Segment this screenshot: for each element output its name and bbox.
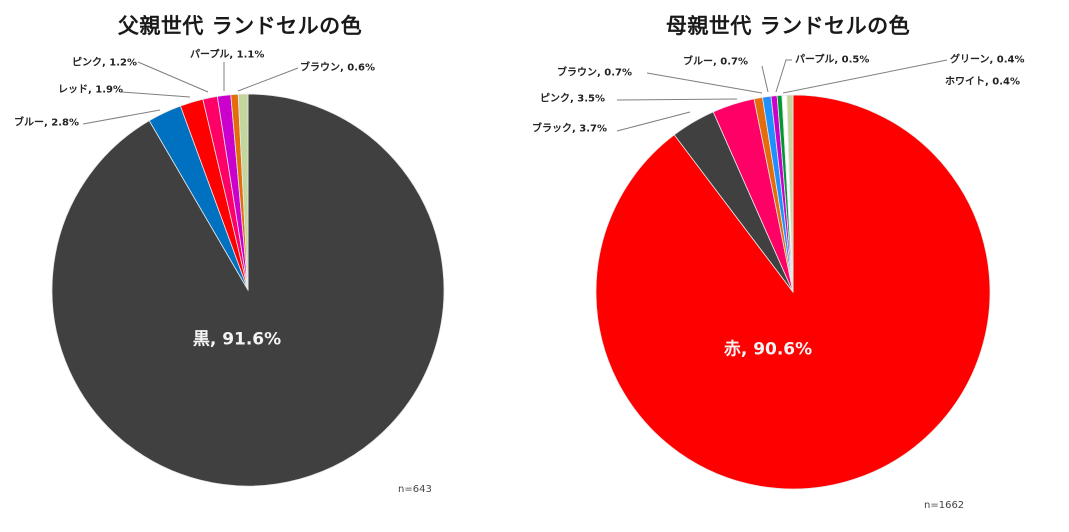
label-brown: ブラウン, 0.6%: [300, 62, 376, 74]
leader-line: [775, 59, 792, 93]
pie-slice: [237, 93, 249, 291]
sample-size: n=1662: [924, 500, 965, 511]
label-blue: ブルー, 0.7%: [683, 56, 749, 68]
label-white: ホワイト, 0.4%: [945, 76, 1021, 88]
label-brown: ブラウン, 0.7%: [557, 67, 633, 79]
label-pink: ピンク, 3.5%: [540, 93, 606, 105]
leader-line: [137, 61, 209, 93]
father-generation-chart: 父親世代 ランドセルの色 ピンク, 1.2% パープル, 1.1% ブラウン, …: [0, 0, 534, 532]
label-red: レッド, 1.9%: [58, 84, 124, 96]
label-blue: ブルー, 2.8%: [14, 117, 80, 129]
leader-line: [82, 109, 161, 125]
sample-size: n=643: [398, 484, 432, 495]
center-label: 黒, 91.6%: [192, 329, 282, 350]
label-pink: ピンク, 1.2%: [72, 57, 138, 69]
leader-line: [646, 72, 763, 94]
label-green: グリーン, 0.4%: [950, 54, 1025, 66]
leader-line: [782, 59, 948, 94]
leader-line: [121, 91, 191, 98]
label-purple: パープル, 0.5%: [795, 54, 870, 66]
mother-pie: [595, 59, 991, 490]
pie-slice: [786, 94, 794, 293]
father-pie: [51, 61, 445, 487]
label-black: ブラック, 3.7%: [532, 123, 608, 135]
center-label: 赤, 90.6%: [723, 339, 813, 360]
chart-title: 母親世代 ランドセルの色: [665, 14, 911, 38]
leader-line: [616, 98, 738, 101]
leader-line: [761, 65, 769, 93]
label-purple: パープル, 1.1%: [190, 49, 265, 61]
leader-line: [616, 111, 691, 132]
leader-line: [237, 67, 299, 92]
chart-title: 父親世代 ランドセルの色: [117, 14, 363, 38]
mother-generation-chart: 母親世代 ランドセルの色 ブラウン, 0.7% ピンク, 3.5% ブラック, …: [532, 0, 1069, 532]
